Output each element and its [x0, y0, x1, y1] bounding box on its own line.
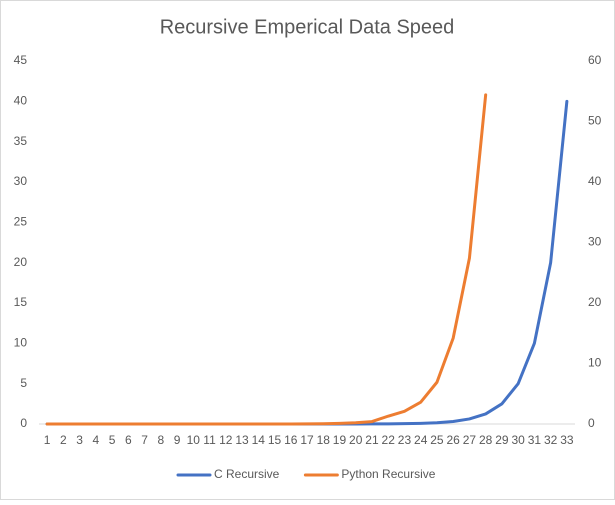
x-tick-label: 2 [60, 433, 67, 447]
x-tick-label: 3 [76, 433, 83, 447]
x-tick-label: 7 [141, 433, 148, 447]
x-tick-label: 9 [174, 433, 181, 447]
x-tick-label: 16 [284, 433, 298, 447]
x-tick-label: 23 [398, 433, 412, 447]
chart-title: Recursive Emperical Data Speed [160, 16, 455, 38]
x-tick-label: 18 [317, 433, 331, 447]
x-tick-label: 27 [463, 433, 477, 447]
line-series [45, 93, 488, 426]
x-tick-label: 28 [479, 433, 493, 447]
x-tick-label: 8 [157, 433, 164, 447]
y2-tick-label: 20 [588, 295, 602, 309]
y2-tick-label: 40 [588, 174, 602, 188]
x-tick-label: 20 [349, 433, 363, 447]
legend-label: C Recursive [214, 467, 280, 481]
y-tick-label: 45 [14, 53, 28, 67]
y2-tick-label: 50 [588, 114, 602, 128]
y-tick-label: 40 [14, 94, 28, 108]
y2-tick-label: 0 [588, 416, 595, 430]
x-tick-label: 1 [44, 433, 51, 447]
y-tick-label: 20 [14, 255, 28, 269]
y2-tick-label: 10 [588, 356, 602, 370]
y-tick-label: 0 [20, 416, 27, 430]
x-tick-label: 31 [528, 433, 542, 447]
x-tick-label: 17 [300, 433, 314, 447]
x-tick-label: 25 [430, 433, 444, 447]
x-tick-label: 11 [203, 433, 216, 447]
y-tick-label: 25 [14, 215, 28, 229]
x-tick-label: 13 [235, 433, 249, 447]
x-tick-label: 32 [544, 433, 558, 447]
x-tick-label: 4 [93, 433, 100, 447]
y-tick-label: 5 [20, 376, 27, 390]
x-tick-label: 10 [187, 433, 201, 447]
x-tick-label: 29 [495, 433, 509, 447]
x-tick-label: 21 [365, 433, 379, 447]
x-tick-label: 26 [447, 433, 461, 447]
y-tick-label: 35 [14, 134, 28, 148]
x-tick-label: 24 [414, 433, 428, 447]
y2-tick-label: 30 [588, 235, 602, 249]
x-tick-label: 14 [252, 433, 266, 447]
x-tick-label: 30 [511, 433, 525, 447]
y-tick-label: 30 [14, 174, 28, 188]
x-tick-label: 12 [219, 433, 233, 447]
y-tick-label: 10 [14, 336, 28, 350]
x-tick-label: 15 [268, 433, 282, 447]
legend-label: Python Recursive [341, 467, 435, 481]
y-tick-label: 15 [14, 295, 28, 309]
y2-tick-label: 60 [588, 53, 602, 67]
x-tick-label: 22 [382, 433, 396, 447]
x-tick-label: 33 [560, 433, 574, 447]
x-tick-label: 19 [333, 433, 347, 447]
x-tick-label: 5 [109, 433, 116, 447]
x-tick-label: 6 [125, 433, 132, 447]
